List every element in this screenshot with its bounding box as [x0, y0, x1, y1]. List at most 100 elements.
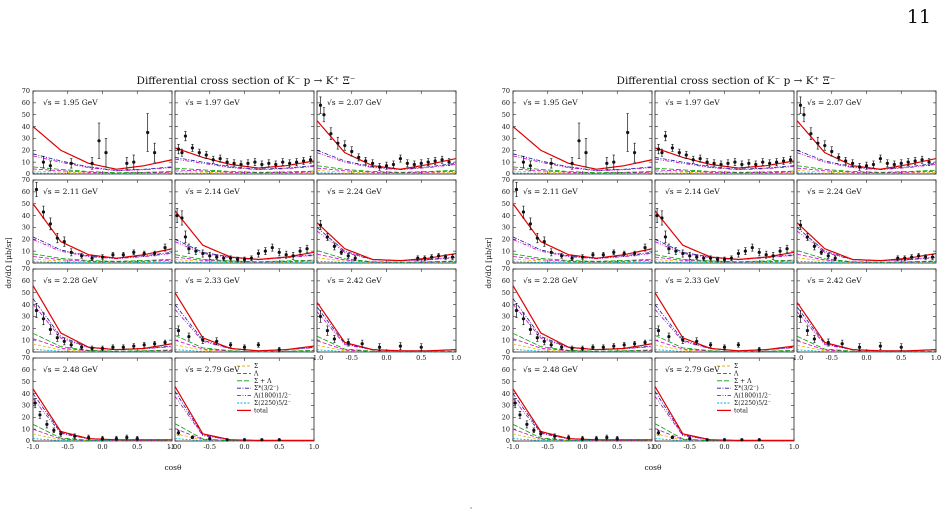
data-point [197, 148, 201, 157]
data-point [357, 153, 361, 162]
legend-label: Σ + Λ [734, 378, 752, 385]
data-point [443, 254, 448, 260]
data-point [142, 342, 146, 348]
y-tick-label: 50 [22, 111, 30, 119]
data-point [190, 435, 194, 440]
x-tick-label: 1.0 [167, 443, 177, 451]
data-marker [896, 256, 900, 260]
data-marker [353, 256, 357, 260]
data-point [736, 249, 741, 258]
data-point [121, 252, 125, 258]
curve-- [654, 169, 795, 174]
x-tick-label: -1.0 [791, 354, 804, 362]
energy-label: √s = 2.14 GeV [185, 187, 240, 196]
y-tick-label: 20 [22, 324, 30, 332]
curve-- [174, 254, 315, 263]
curve--3-2- [174, 157, 315, 170]
y-tick-label: 70 [22, 87, 30, 95]
data-marker [190, 435, 194, 440]
y-tick-label: 0 [506, 437, 510, 445]
data-marker [826, 254, 830, 258]
curve-- [796, 253, 937, 263]
x-tick-label: 1.0 [931, 354, 941, 362]
y-tick-label: 20 [22, 413, 30, 421]
curve-- [796, 335, 937, 352]
data-marker [702, 256, 706, 260]
curve-total [654, 147, 795, 169]
data-marker [163, 340, 167, 345]
data-marker [612, 250, 616, 254]
y-tick-label: 40 [502, 123, 510, 131]
data-marker [100, 346, 105, 351]
data-point [305, 244, 309, 253]
curve-total [174, 386, 314, 442]
x-tick-label: -0.5 [345, 354, 358, 362]
data-marker [819, 250, 823, 254]
x-tick-label: 0.0 [239, 443, 249, 451]
data-point [260, 160, 264, 169]
data-point [826, 338, 830, 347]
y-tick-label: 30 [502, 402, 510, 410]
data-point [528, 217, 532, 231]
data-marker [837, 155, 841, 159]
data-marker [371, 161, 375, 165]
data-point [343, 140, 347, 151]
legend-label: Σ(2250)5/2⁻ [254, 400, 291, 407]
data-marker [52, 428, 56, 432]
y-tick-label: 20 [502, 146, 510, 154]
data-marker [277, 348, 281, 352]
data-marker [871, 162, 876, 167]
data-marker [719, 162, 723, 167]
data-marker [232, 161, 236, 165]
curve--2250-5-2- [174, 172, 314, 175]
data-point [346, 338, 350, 347]
legend-label: Σ [254, 363, 258, 370]
data-point [920, 155, 924, 164]
curve-total [796, 222, 937, 262]
data-point [560, 253, 564, 259]
data-point [802, 107, 806, 123]
curve-- [316, 253, 457, 263]
data-marker [398, 344, 402, 348]
data-point [521, 205, 526, 219]
data-marker [346, 254, 350, 258]
data-marker [34, 187, 39, 192]
data-point [709, 342, 713, 348]
curve--2250-5-2- [32, 348, 173, 353]
data-point [263, 247, 267, 255]
data-point [308, 155, 313, 164]
data-marker [339, 250, 343, 254]
y-tick-label: 0 [506, 259, 510, 267]
data-marker [521, 317, 526, 321]
panel-4: 0 10 20 30 40 50 60 70 √s = 2.11 GeV [22, 176, 173, 267]
data-point [104, 138, 108, 168]
data-marker [684, 153, 688, 157]
data-point [584, 138, 588, 168]
data-point [754, 160, 758, 169]
data-marker [674, 249, 678, 253]
data-marker [812, 244, 816, 248]
data-marker [826, 340, 830, 345]
data-point [601, 344, 605, 350]
data-marker [514, 187, 519, 192]
y-tick-label: 70 [502, 176, 510, 184]
x-axis-label: cosθ [164, 463, 182, 472]
data-marker [41, 160, 46, 164]
data-marker [525, 422, 529, 426]
panel-3: √s = 2.07 GeV [316, 90, 457, 175]
data-marker [643, 340, 647, 345]
x-tick-label: 0.0 [861, 354, 871, 362]
data-marker [584, 151, 588, 155]
data-marker [612, 160, 616, 164]
data-marker [698, 156, 702, 161]
data-point [698, 154, 702, 163]
data-point [736, 342, 741, 348]
y-tick-label: 30 [502, 313, 510, 321]
x-tick-label: -0.5 [825, 354, 838, 362]
data-point [513, 398, 517, 409]
data-marker [670, 435, 674, 440]
data-point [812, 242, 816, 251]
data-marker [535, 336, 539, 340]
y-tick-label: 10 [22, 336, 30, 344]
data-point [377, 343, 382, 352]
